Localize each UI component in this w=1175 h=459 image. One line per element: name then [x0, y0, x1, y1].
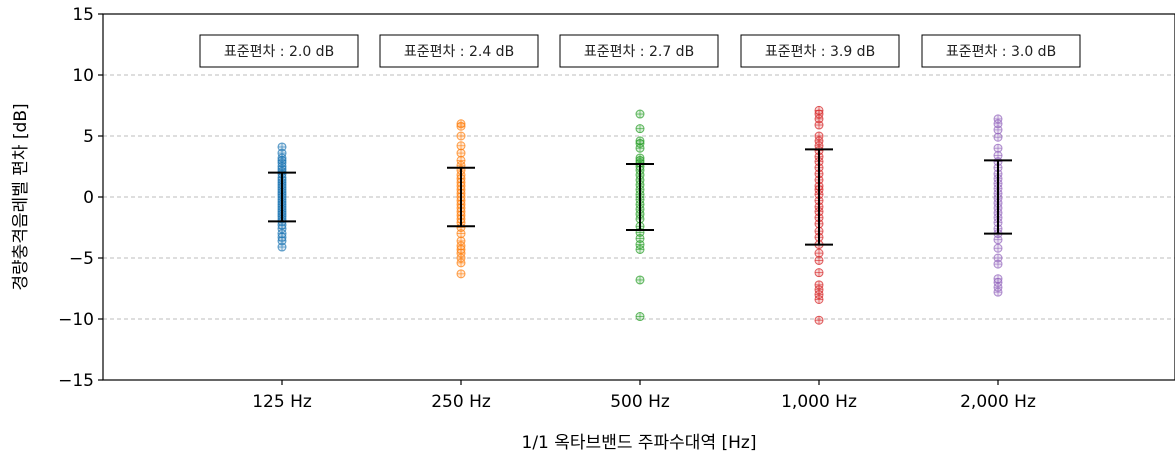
x-tick-label: 2,000 Hz — [960, 392, 1036, 412]
y-axis-title: 경량충격음레벨 편차 [dB] — [11, 103, 31, 290]
std-error-bars — [268, 148, 1012, 246]
y-tick-label: 5 — [83, 127, 94, 147]
data-point — [456, 141, 466, 151]
data-point — [456, 269, 466, 279]
y-tick-label: 15 — [72, 5, 94, 25]
data-point — [814, 315, 824, 325]
data-point — [993, 243, 1003, 253]
std-label-box — [559, 34, 719, 68]
data-point — [993, 132, 1003, 142]
std-label-text: 표준편차 : 2.0 dB — [224, 44, 334, 60]
data-point — [456, 148, 466, 158]
data-point — [635, 244, 645, 254]
std-label-text: 표준편차 : 3.9 dB — [765, 44, 875, 60]
data-point — [993, 143, 1003, 153]
std-label-box — [740, 34, 900, 68]
data-point — [993, 253, 1003, 263]
data-point — [993, 235, 1003, 245]
y-tick-label: −15 — [58, 371, 94, 391]
std-label-boxes: 표준편차 : 2.0 dB 표준편차 : 2.4 dB 표준편차 : 2.7 dB 표… — [199, 34, 1081, 68]
data-point — [635, 143, 645, 153]
x-tick-label: 1,000 Hz — [781, 392, 857, 412]
y-tick-label: 10 — [72, 66, 94, 86]
std-label-box — [921, 34, 1081, 68]
x-tick-label: 500 Hz — [610, 392, 670, 412]
std-label-text: 표준편차 : 2.7 dB — [584, 44, 694, 60]
std-label-box — [199, 34, 359, 68]
y-tick-label: 0 — [83, 188, 94, 208]
data-point — [635, 312, 645, 322]
data-point — [277, 242, 287, 252]
std-label-text: 표준편차 : 2.4 dB — [404, 44, 514, 60]
x-axis-ticks: 125 Hz 250 Hz 500 Hz 1,000 Hz 2,000 Hz — [252, 380, 1036, 412]
data-point — [814, 280, 824, 290]
data-point — [456, 131, 466, 141]
std-label-box — [379, 34, 539, 68]
std-label-text: 표준편차 : 3.0 dB — [946, 44, 1056, 60]
x-tick-label: 125 Hz — [252, 392, 312, 412]
data-point — [814, 248, 824, 258]
x-tick-label: 250 Hz — [431, 392, 491, 412]
data-point — [635, 124, 645, 134]
data-point — [456, 229, 466, 239]
data-point — [993, 151, 1003, 161]
data-point — [635, 109, 645, 119]
data-point — [456, 155, 466, 165]
data-point — [456, 258, 466, 268]
data-point — [814, 294, 824, 304]
data-point — [456, 121, 466, 131]
data-point — [814, 255, 824, 265]
data-point — [993, 114, 1003, 124]
data-point — [814, 268, 824, 278]
data-point — [993, 287, 1003, 297]
x-axis-title: 1/1 옥타브밴드 주파수대역 [Hz] — [522, 433, 757, 453]
data-point — [814, 114, 824, 124]
data-point — [635, 275, 645, 285]
y-tick-label: −10 — [58, 310, 94, 330]
data-point — [993, 259, 1003, 269]
data-point — [993, 125, 1003, 135]
data-point — [814, 120, 824, 130]
y-tick-label: −5 — [69, 249, 94, 269]
y-axis-ticks: −15 −10 −5 0 5 10 15 — [58, 5, 103, 391]
